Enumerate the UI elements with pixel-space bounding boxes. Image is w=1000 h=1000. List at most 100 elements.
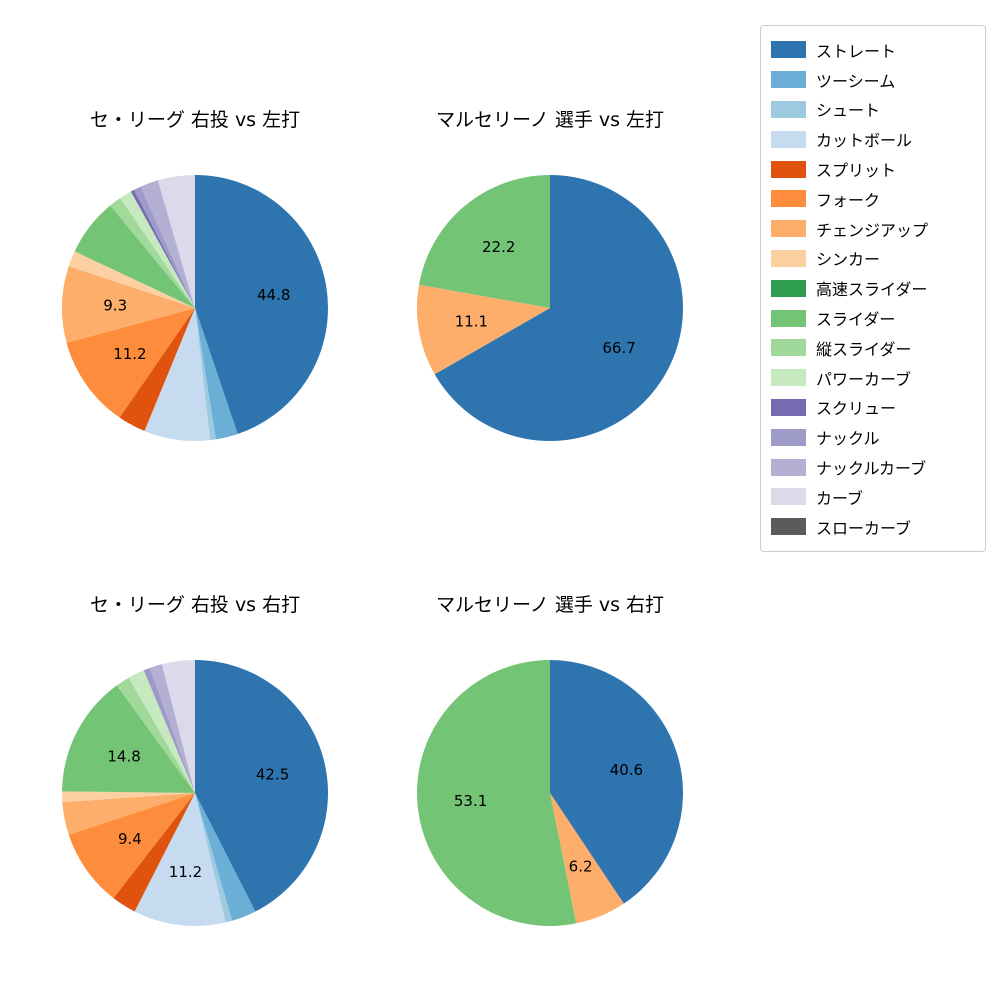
legend-swatch-icon xyxy=(771,488,806,506)
slice-label: 42.5 xyxy=(256,765,289,783)
pie-slice-シュート xyxy=(195,793,233,923)
slice-label: 9.4 xyxy=(118,830,142,848)
legend-label: ストレート xyxy=(816,41,897,61)
slice-label: 11.1 xyxy=(455,313,488,331)
pie-slice-ツーシーム xyxy=(195,793,256,921)
pie-slice-カーブ xyxy=(157,175,195,308)
legend: ストレートツーシームシュートカットボール スプリットフォークチェンジアップシンカー… xyxy=(760,25,986,552)
pie-slice-チェンジアップ xyxy=(550,793,624,924)
legend-swatch-icon xyxy=(771,458,806,476)
pie-slice-スライダー xyxy=(419,175,550,308)
pie-slice-カーブ xyxy=(161,660,195,793)
pie-slice-ナックルカーブ xyxy=(149,664,195,793)
legend-swatch-icon xyxy=(771,339,806,357)
pie-slice-ナックルカーブ xyxy=(140,180,195,308)
legend-item: フォーク xyxy=(771,184,975,214)
legend-swatch-icon xyxy=(771,190,806,208)
pie-slice-チェンジアップ xyxy=(61,266,195,343)
pie-chart-league-vs-left: 44.8 11.2 9.3 xyxy=(61,175,328,442)
legend-swatch-icon xyxy=(771,71,806,89)
legend-swatch-icon xyxy=(771,369,806,387)
legend-label: スローカーブ xyxy=(816,518,912,538)
legend-item: スライダー xyxy=(771,303,975,333)
pie-slice-カットボール xyxy=(144,308,211,442)
pie-slice-フォーク xyxy=(68,793,195,899)
chart-title-player-vs-left: マルセリーノ 選手 vs 左打 xyxy=(435,109,665,131)
legend-item: シュート xyxy=(771,95,975,125)
slice-label: 22.2 xyxy=(482,238,515,256)
chart-title-league-vs-left: セ・リーグ 右投 vs 左打 xyxy=(89,109,301,131)
legend-item: スプリット xyxy=(771,154,975,184)
legend-swatch-icon xyxy=(771,518,806,536)
legend-label: スライダー xyxy=(816,310,896,330)
slice-label: 66.7 xyxy=(602,339,635,357)
legend-item: ナックルカーブ xyxy=(771,452,975,482)
legend-item: ストレート xyxy=(771,35,975,65)
legend-label: パワーカーブ xyxy=(816,369,912,389)
slice-label: 11.2 xyxy=(169,863,202,881)
legend-item: ナックル xyxy=(771,422,975,452)
pie-slice-フォーク xyxy=(66,308,195,418)
legend-label: ナックル xyxy=(816,429,880,449)
legend-swatch-icon xyxy=(771,100,806,118)
legend-item: シンカー xyxy=(771,244,975,274)
pie-slice-ストレート xyxy=(550,660,684,904)
legend-item: スローカーブ xyxy=(771,512,975,542)
legend-item: 高速スライダー xyxy=(771,273,975,303)
legend-swatch-icon xyxy=(771,279,806,297)
legend-label: ナックルカーブ xyxy=(816,459,927,479)
legend-item: 縦スライダー xyxy=(771,333,975,363)
slice-label: 44.8 xyxy=(257,286,290,304)
legend-item: スクリュー xyxy=(771,393,975,423)
slice-label: 9.3 xyxy=(103,297,127,315)
pie-slice-チェンジアップ xyxy=(416,284,550,375)
pie-slice-シンカー xyxy=(62,791,196,803)
legend-swatch-icon xyxy=(771,41,806,59)
pie-slice-シュート xyxy=(195,308,216,441)
legend-swatch-icon xyxy=(771,398,806,416)
pie-slice-カットボール xyxy=(134,793,226,926)
pie-slice-シンカー xyxy=(68,251,195,308)
legend-label: ツーシーム xyxy=(816,71,896,91)
legend-swatch-icon xyxy=(771,428,806,446)
legend-swatch-icon xyxy=(771,160,806,178)
legend-label: 高速スライダー xyxy=(816,280,928,300)
legend-label: シュート xyxy=(816,101,881,121)
pie-chart-player-vs-right: 40.6 6.2 53.1 xyxy=(417,660,684,926)
slice-label: 53.1 xyxy=(454,792,487,810)
pie-chart-player-vs-left: 66.7 11.1 22.2 xyxy=(416,175,683,441)
pie-slice-スプリット xyxy=(119,308,195,432)
legend-label: シンカー xyxy=(816,250,881,270)
pie-slice-スライダー xyxy=(62,685,196,793)
pie-slice-スライダー xyxy=(417,660,577,926)
legend-swatch-icon xyxy=(771,220,806,238)
legend-swatch-icon xyxy=(771,249,806,267)
legend-items: ストレートツーシームシュートカットボール スプリットフォークチェンジアップシンカー… xyxy=(771,35,975,542)
chart-title-league-vs-right: セ・リーグ 右投 vs 右打 xyxy=(89,594,301,616)
legend-label: スプリット xyxy=(816,161,897,181)
legend-label: フォーク xyxy=(816,190,881,210)
pie-slice-ストレート xyxy=(195,660,328,912)
pie-slice-パワーカーブ xyxy=(128,670,195,793)
legend-swatch-icon xyxy=(771,130,806,148)
legend-item: カットボール xyxy=(771,124,975,154)
chart-title-player-vs-right: マルセリーノ 選手 vs 右打 xyxy=(435,594,665,616)
legend-label: カーブ xyxy=(816,488,864,508)
pie-chart-league-vs-right: 42.5 11.2 9.4 14.8 xyxy=(62,660,328,926)
slice-label: 11.2 xyxy=(113,345,146,363)
pie-slice-縦スライダー xyxy=(110,198,195,308)
pie-slice-スプリット xyxy=(113,793,195,912)
legend-swatch-icon xyxy=(771,309,806,327)
pie-slice-ストレート xyxy=(434,175,683,441)
legend-label: スクリュー xyxy=(816,399,897,419)
pie-slice-ナックル xyxy=(143,667,195,793)
pie-slice-チェンジアップ xyxy=(62,793,195,835)
legend-label: 縦スライダー xyxy=(816,339,912,359)
pie-slice-スライダー xyxy=(74,205,195,308)
legend-label: カットボール xyxy=(816,131,913,151)
pie-slice-ナックル xyxy=(133,186,195,308)
legend-item: チェンジアップ xyxy=(771,214,975,244)
slice-label: 14.8 xyxy=(107,747,140,765)
legend-item: ツーシーム xyxy=(771,65,975,95)
